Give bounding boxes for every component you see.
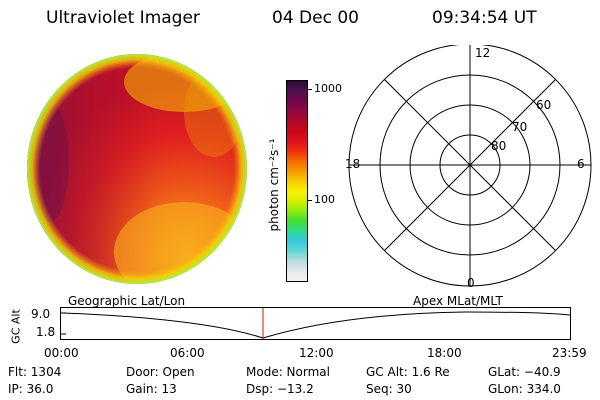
colorbar-tick-1000 [307, 89, 312, 90]
status-dsp: Dsp: −13.2 [246, 382, 314, 396]
mlt-label-6: 6 [577, 157, 585, 171]
strip-left-caption: Geographic Lat/Lon [68, 294, 186, 308]
mlt-label-0: 0 [467, 276, 475, 290]
mlt-label-18: 18 [345, 157, 361, 171]
strip-frame [60, 307, 571, 340]
strip-right-caption: Apex MLat/MLT [413, 294, 503, 308]
status-glat: GLat: −40.9 [488, 365, 561, 379]
date-label: 04 Dec 00 [272, 8, 359, 28]
status-gain: Gain: 13 [126, 382, 177, 396]
status-door: Door: Open [126, 365, 195, 379]
strip-ytick-9: 9.0 [31, 307, 51, 321]
status-flt: Flt: 1304 [8, 365, 62, 379]
colorbar [286, 80, 308, 282]
lat-label-80: 80 [491, 139, 507, 153]
colorbar-tick-label-100: 100 [314, 193, 335, 206]
mlt-label-12: 12 [475, 46, 491, 60]
lat-label-60: 60 [536, 98, 552, 112]
polar-diagonal-2 [384, 79, 556, 251]
time-label: 09:34:54 UT [432, 8, 537, 28]
altitude-curve [60, 311, 571, 339]
status-ip: IP: 36.0 [8, 382, 54, 396]
status-glon: GLon: 334.0 [488, 382, 561, 396]
colorbar-tick-100 [307, 200, 312, 201]
strip-ytick-1: 1.8 [36, 325, 56, 339]
status-mode: Mode: Normal [246, 365, 330, 379]
strip-xtick-0000: 00:00 [44, 346, 79, 360]
strip-xtick-2359: 23:59 [552, 346, 587, 360]
strip-xtick-1800: 18:00 [427, 346, 462, 360]
status-gc-alt: GC Alt: 1.6 Re [366, 365, 450, 379]
colorbar-tick-label-1000: 1000 [314, 82, 342, 95]
lat-label-70: 70 [512, 120, 528, 134]
strip-ylabel: GC Alt [9, 309, 23, 344]
instrument-title: Ultraviolet Imager [46, 8, 200, 28]
altitude-strip [60, 307, 571, 340]
status-seq: Seq: 30 [366, 382, 412, 396]
uv-image [27, 54, 247, 284]
colorbar-label: photon cm⁻²s⁻¹ [267, 138, 281, 232]
strip-xtick-1200: 12:00 [299, 346, 334, 360]
strip-xtick-0600: 06:00 [170, 346, 205, 360]
polar-plot [348, 45, 592, 287]
